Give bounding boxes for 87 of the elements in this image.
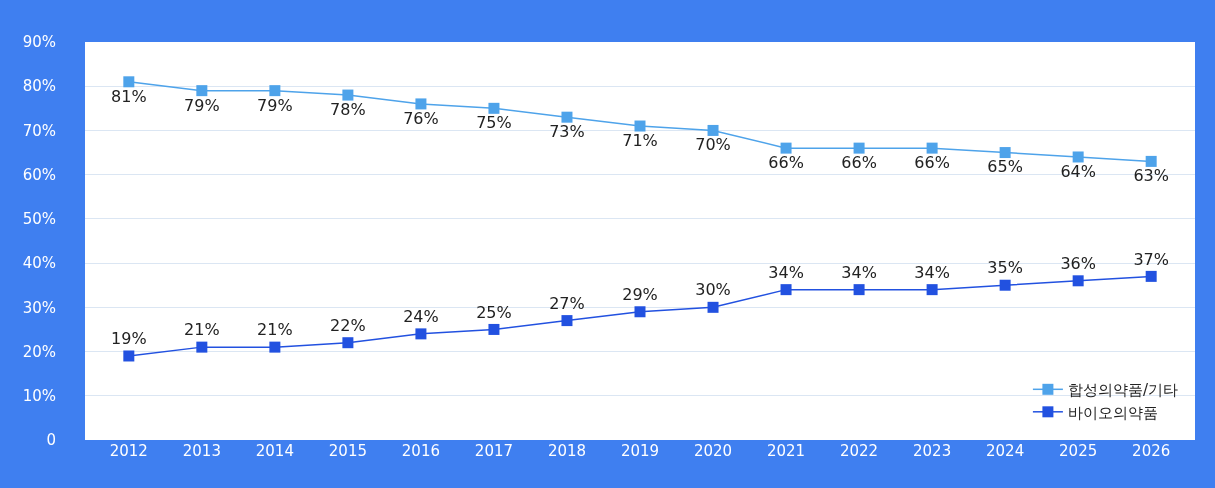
data-label: 63% [1133, 166, 1169, 186]
data-label: 19% [111, 329, 147, 349]
data-label: 71% [622, 130, 658, 150]
point [196, 341, 208, 353]
data-label: 37% [1133, 249, 1169, 269]
y-tick-label: 40% [22, 254, 56, 273]
y-tick-label: 70% [22, 121, 56, 140]
point [269, 85, 281, 97]
y-tick-label: 10% [22, 387, 56, 406]
x-tick-label: 2022 [839, 442, 879, 460]
point [853, 142, 865, 154]
x-tick-label: 2016 [401, 442, 441, 460]
x-tick-label: 2017 [474, 442, 514, 460]
x-tick-label: 2015 [328, 442, 367, 460]
point [561, 111, 573, 123]
point [342, 89, 354, 101]
data-label: 35% [987, 258, 1023, 278]
x-tick-label: 2025 [1059, 442, 1098, 460]
data-label: 34% [841, 262, 877, 282]
data-label: 25% [476, 302, 512, 322]
data-label: 64% [1060, 161, 1096, 181]
point [342, 337, 354, 349]
data-label: 70% [695, 135, 731, 155]
point [415, 98, 427, 110]
data-label: 79% [184, 95, 220, 115]
x-tick-label: 2021 [766, 442, 806, 460]
point [123, 350, 135, 362]
legend-label: 합성의약품/기타 [1067, 381, 1178, 400]
data-label: 22% [330, 315, 366, 335]
data-label: 66% [841, 153, 877, 173]
point [853, 284, 865, 296]
point [707, 301, 719, 313]
data-label: 34% [768, 262, 804, 282]
point [561, 315, 573, 327]
point [707, 124, 719, 136]
data-label: 29% [622, 284, 658, 304]
x-tick-label: 2026 [1132, 442, 1171, 460]
y-tick-label: 50% [22, 210, 56, 229]
point [999, 147, 1011, 159]
data-label: 27% [549, 293, 585, 313]
point [634, 306, 646, 318]
data-label: 76% [403, 108, 439, 128]
point [780, 142, 792, 154]
x-tick-label: 2012 [109, 442, 148, 460]
x-tick-label: 2020 [693, 442, 733, 460]
x-tick-label: 2018 [547, 442, 587, 460]
data-label: 21% [257, 320, 293, 340]
point [488, 323, 500, 335]
data-label: 21% [184, 320, 220, 340]
point [488, 102, 500, 114]
point [415, 328, 427, 340]
point [1072, 151, 1084, 163]
point [1145, 155, 1157, 167]
point [926, 142, 938, 154]
x-tick-label: 2014 [255, 442, 294, 460]
point [123, 76, 135, 88]
point [926, 284, 938, 296]
point [999, 279, 1011, 291]
y-tick-label: 30% [22, 298, 56, 317]
data-label: 79% [257, 95, 293, 115]
y-tick-label: 0 [46, 431, 56, 450]
data-label: 81% [111, 86, 147, 106]
y-tick-label: 90% [22, 33, 56, 52]
point [196, 85, 208, 97]
data-label: 78% [330, 99, 366, 119]
data-label: 24% [403, 306, 439, 326]
data-label: 75% [476, 113, 512, 133]
point [269, 341, 281, 353]
point [1145, 270, 1157, 282]
y-tick-label: 20% [22, 342, 56, 361]
x-tick-label: 2024 [986, 442, 1025, 460]
y-tick-label: 80% [22, 77, 56, 96]
data-label: 73% [549, 122, 585, 142]
point [1072, 275, 1084, 287]
x-tick-label: 2013 [182, 442, 221, 460]
legend-label: 바이오의약품 [1067, 403, 1158, 422]
data-label: 66% [914, 153, 950, 173]
point [780, 284, 792, 296]
data-label: 66% [768, 153, 804, 173]
data-label: 36% [1060, 253, 1096, 273]
x-tick-label: 2019 [620, 442, 660, 460]
y-tick-label: 60% [22, 165, 56, 184]
point [634, 120, 646, 132]
data-label: 30% [695, 280, 731, 300]
x-tick-label: 2023 [913, 442, 952, 460]
data-label: 34% [914, 262, 950, 282]
data-label: 65% [987, 157, 1023, 177]
